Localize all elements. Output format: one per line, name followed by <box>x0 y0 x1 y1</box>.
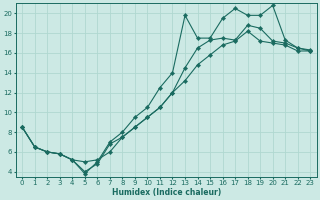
X-axis label: Humidex (Indice chaleur): Humidex (Indice chaleur) <box>112 188 221 197</box>
